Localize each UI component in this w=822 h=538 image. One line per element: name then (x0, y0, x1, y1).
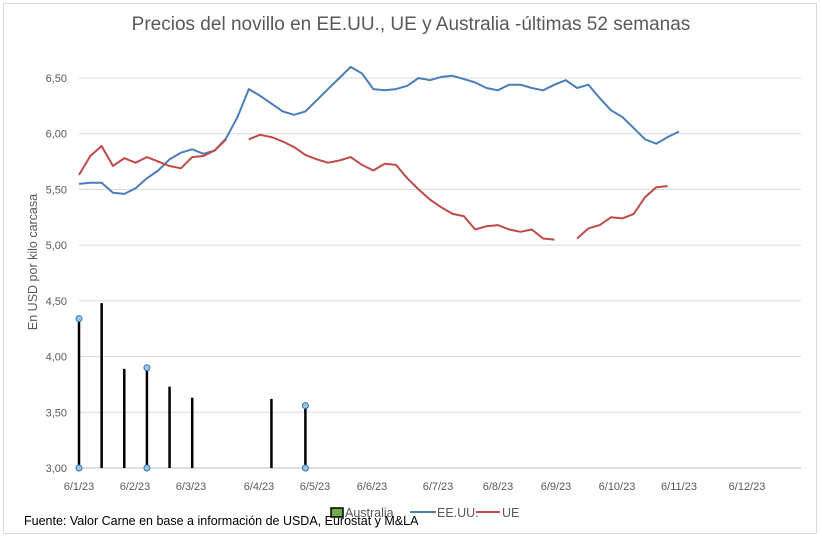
y-tick-label: 5,00 (46, 240, 67, 252)
chart-title: Precios del novillo en EE.UU., UE y Aust… (131, 14, 691, 35)
y-tick-label: 4,00 (46, 352, 67, 364)
x-tick-label: 6/7/23 (423, 481, 454, 493)
x-tick-label: 6/9/23 (541, 481, 572, 493)
x-tick-label: 6/4/23 (244, 481, 275, 493)
legend-swatch-australia (330, 507, 344, 518)
y-tick-labels: 3,00 3,50 4,00 4,50 5,00 5,50 6,00 6,50 (46, 73, 67, 475)
x-tick-label: 6/6/23 (357, 481, 388, 493)
x-tick-labels: 6/1/23 6/2/23 6/3/23 6/4/23 6/5/23 6/6/23 6/7/… (64, 481, 766, 493)
source-note: Fuente: Valor Carne en base a informació… (24, 514, 419, 528)
legend-label-eeuu: EE.UU. (437, 506, 479, 520)
x-tick-label: 6/1/23 (64, 481, 95, 493)
australia-marker (75, 315, 83, 323)
x-tick-label: 6/3/23 (176, 481, 207, 493)
legend-label-australia: Australia (345, 506, 394, 520)
legend: Australia EE.UU. UE (330, 506, 519, 520)
australia-series (75, 303, 309, 472)
legend-label-ue: UE (502, 506, 519, 520)
y-tick-label: 3,50 (46, 407, 67, 419)
line-series (78, 65, 680, 241)
y-axis-label: En USD por kilo carcasa (26, 194, 40, 330)
x-tick-label: 6/12/23 (729, 481, 766, 493)
x-tick-label: 6/10/23 (599, 481, 636, 493)
australia-marker (301, 402, 309, 410)
x-tick-label: 6/8/23 (483, 481, 514, 493)
y-tick-label: 5,50 (46, 184, 67, 196)
australia-marker (75, 464, 83, 472)
x-tick-label: 6/2/23 (120, 481, 151, 493)
australia-marker (143, 364, 151, 372)
chart-frame (3, 3, 817, 534)
series-line-ue (78, 133, 668, 241)
series-line-eeuu (78, 65, 680, 195)
y-tick-label: 3,00 (46, 463, 67, 475)
gridlines (79, 77, 801, 469)
x-tick-label: 6/5/23 (300, 481, 331, 493)
y-tick-label: 6,00 (46, 129, 67, 141)
x-tick-label: 6/11/23 (661, 481, 697, 493)
australia-marker (143, 464, 151, 472)
y-tick-label: 6,50 (46, 73, 67, 85)
australia-marker (301, 464, 309, 472)
y-tick-label: 4,50 (46, 296, 67, 308)
